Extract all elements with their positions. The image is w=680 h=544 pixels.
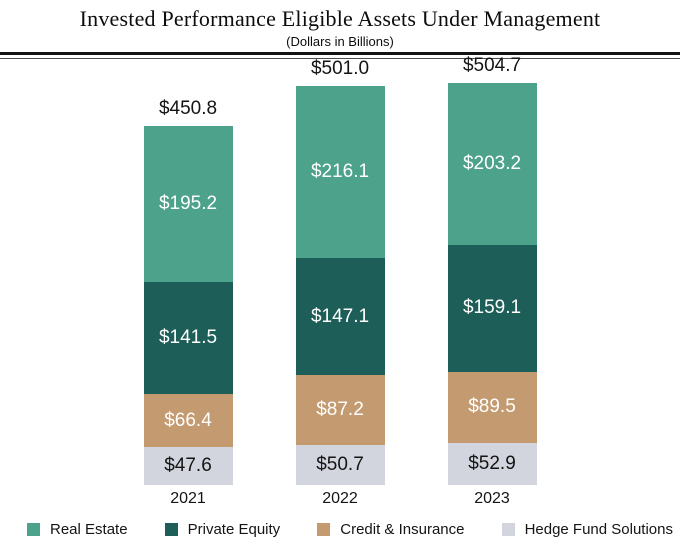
bar-segment-hedge-fund-solutions: $50.7 xyxy=(295,444,385,485)
legend-label: Private Equity xyxy=(187,521,281,538)
segment-value-label: $47.6 xyxy=(164,455,212,477)
legend-item-credit-insurance: Credit & Insurance xyxy=(317,521,464,538)
bar-segment-private-equity: $159.1 xyxy=(447,244,537,372)
bar-total-label: $501.0 xyxy=(310,57,370,79)
legend-item-hedge-fund-solutions: Hedge Fund Solutions xyxy=(501,521,673,538)
legend-swatch-credit-insurance-icon xyxy=(317,523,331,536)
bar-segment-hedge-fund-solutions: $47.6 xyxy=(143,447,233,485)
segment-value-label: $52.9 xyxy=(468,452,516,474)
legend-item-private-equity: Private Equity xyxy=(164,521,281,538)
bars-row: $450.8 $195.2 $141.5 $66.4 $47.6 $501.0 $216.1… xyxy=(0,55,680,485)
segment-value-label: $141.5 xyxy=(158,326,218,348)
legend-label: Hedge Fund Solutions xyxy=(524,521,673,538)
segment-value-label: $216.1 xyxy=(310,160,370,182)
segment-value-label: $203.2 xyxy=(462,153,522,175)
category-label-2022: 2022 xyxy=(322,490,358,507)
legend-item-real-estate: Real Estate xyxy=(27,521,128,538)
category-label-2023: 2023 xyxy=(474,490,510,507)
bar-segment-private-equity: $147.1 xyxy=(295,258,385,376)
segment-value-label: $87.2 xyxy=(316,398,364,420)
legend-swatch-private-equity-icon xyxy=(164,523,178,536)
bar-segment-real-estate: $195.2 xyxy=(143,126,233,282)
title-divider-rule xyxy=(0,52,680,59)
chart-title: Invested Performance Eligible Assets Und… xyxy=(79,6,601,31)
segment-value-label: $50.7 xyxy=(316,453,364,475)
legend-swatch-hedge-fund-solutions-icon xyxy=(501,523,515,536)
bar-group-2021: $450.8 $195.2 $141.5 $66.4 $47.6 xyxy=(143,98,233,485)
plot-area: $450.8 $195.2 $141.5 $66.4 $47.6 $501.0 $216.1… xyxy=(0,55,680,485)
bar-total-label: $450.8 xyxy=(158,98,218,120)
segment-value-label: $89.5 xyxy=(468,396,516,418)
segment-value-label: $66.4 xyxy=(164,409,212,431)
bar-total-label: $504.7 xyxy=(462,55,522,77)
segment-value-label: $147.1 xyxy=(310,305,370,327)
bar-group-2022: $501.0 $216.1 $147.1 $87.2 $50.7 xyxy=(295,57,385,485)
bar-group-2023: $504.7 $203.2 $159.1 $89.5 $52.9 xyxy=(447,55,537,485)
legend: Real Estate Private Equity Credit & Insu… xyxy=(27,521,673,538)
bar-segment-private-equity: $141.5 xyxy=(143,281,233,395)
bar-segment-real-estate: $203.2 xyxy=(447,83,537,245)
segment-value-label: $195.2 xyxy=(158,192,218,214)
bar-segment-credit-insurance: $89.5 xyxy=(447,371,537,443)
legend-swatch-real-estate-icon xyxy=(27,523,40,536)
bar-segment-real-estate: $216.1 xyxy=(295,85,385,259)
legend-label: Credit & Insurance xyxy=(340,521,465,538)
chart-subtitle: (Dollars in Billions) xyxy=(286,34,394,49)
legend-label: Real Estate xyxy=(50,521,128,538)
bar-segment-hedge-fund-solutions: $52.9 xyxy=(447,442,537,485)
category-axis: 2021 2022 2023 xyxy=(0,490,680,508)
category-label-2021: 2021 xyxy=(170,490,206,507)
segment-value-label: $159.1 xyxy=(462,297,522,319)
bar-segment-credit-insurance: $87.2 xyxy=(295,375,385,445)
bar-segment-credit-insurance: $66.4 xyxy=(143,394,233,448)
